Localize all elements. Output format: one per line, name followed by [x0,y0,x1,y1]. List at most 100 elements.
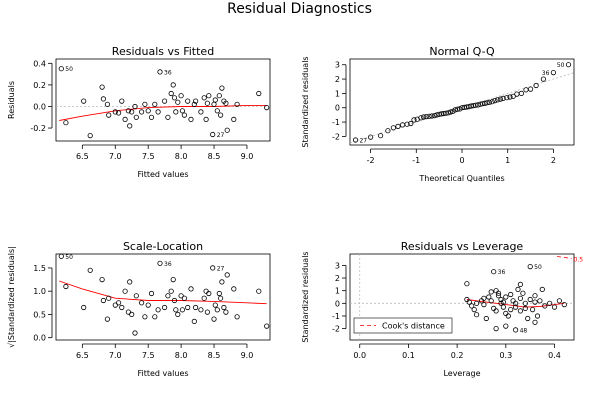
data-point [139,300,145,306]
data-point [175,99,181,105]
point-label: 36 [164,69,172,76]
data-point [106,112,112,118]
data-point [561,301,567,308]
x-axis-label: Leverage [443,369,480,378]
y-tick-label: 0 [335,299,340,308]
data-point [503,323,509,329]
data-point [523,87,529,93]
data-point [87,133,93,139]
point-label: 27 [359,137,367,144]
data-point [179,108,185,114]
data-point [168,288,174,294]
data-point [256,288,262,294]
data-point [539,286,545,292]
data-point [550,70,557,76]
data-point [142,101,148,107]
data-point [122,116,128,123]
data-point [191,101,197,107]
data-point [532,319,538,325]
panel-1: Residuals vs Fitted 6.5 7.0 7.5 8.0 8.5 9.0 -0.… [7,45,271,179]
legend: Cook's distance [353,317,453,334]
data-point [162,98,168,104]
data-point [404,121,410,127]
data-point [148,114,155,120]
figure-title: Residual Diagnostics [227,1,372,17]
data-point [481,295,487,301]
data-point [443,110,449,116]
data-point [100,96,107,102]
point-label: 50 [534,264,542,271]
data-point [58,253,64,259]
data-point [527,263,533,270]
data-point [157,69,163,75]
point-label: 48 [520,327,528,334]
data-point [556,298,563,304]
data-point [488,289,494,295]
data-point [464,281,470,287]
data-point [256,90,262,97]
data-point [486,294,492,300]
point-label: 50 [557,62,565,69]
data-point [395,123,401,130]
data-point [214,108,220,114]
data-point [512,300,519,306]
data-point [129,109,135,115]
data-point [145,302,151,308]
x-tick-label: 8.5 [208,351,221,360]
data-point [471,306,477,313]
y-tick-label: -1 [332,312,340,321]
data-point [132,103,138,110]
data-point [507,94,513,100]
y-tick-label: 2 [335,75,340,84]
y-tick-label: 0 [335,104,340,113]
data-point [551,304,558,310]
data-point [218,112,224,118]
data-point [81,98,87,104]
data-point [212,97,218,103]
data-point [179,307,185,313]
x-tick-label: 8.0 [175,351,188,360]
panel-4: Residuals vs Leverage 0.0 0.1 0.2 0.3 0.4 -2 -1… [301,240,583,378]
data-point [198,109,204,115]
data-point [512,304,519,310]
data-point [473,312,480,318]
y-tick-label: 0.2 [33,81,46,90]
x-tick-label: 7.5 [142,152,155,161]
data-point [127,279,133,285]
data-point [148,290,155,297]
data-point [493,308,499,314]
data-point [193,304,199,311]
data-point [518,90,525,97]
point-label: 50 [65,254,73,261]
data-point [475,102,481,108]
data-point [367,134,374,140]
x-axis-label: Fitted values [137,369,188,378]
data-point [231,116,237,123]
data-point [204,309,210,315]
data-point [493,325,499,332]
data-point [212,302,218,308]
x-tick-label: 1 [505,156,510,165]
data-point [486,99,492,105]
data-point [223,100,229,106]
data-point [216,93,222,99]
data-point [224,127,230,133]
x-tick-label: 2 [551,156,556,165]
data-point [165,293,171,299]
data-point [99,276,105,283]
data-point [492,98,498,104]
panel-2: Normal Q-Q -2 -1 0 1 2 -2 -1 0 1 2 3 Theoretical Qua… [301,45,575,183]
x-tick-label: 8.5 [208,152,221,161]
x-tick-label: 7.0 [109,351,122,360]
data-point [508,306,514,313]
data-point [132,330,138,336]
data-point [489,99,495,105]
data-point [517,308,524,314]
data-point [175,311,181,317]
data-point [162,304,168,311]
data-point [517,281,524,287]
point-label: 27 [217,265,225,272]
data-point [58,66,64,72]
data-point [198,307,204,313]
y-tick-label: -2 [332,132,340,141]
